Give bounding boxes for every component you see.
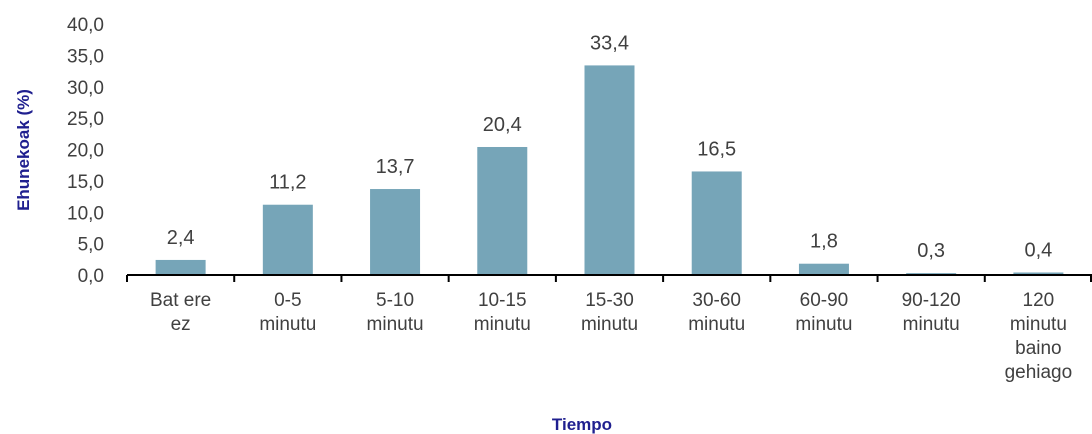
- y-tick-label: 20,0: [67, 141, 104, 162]
- bar: [584, 65, 635, 275]
- bar: [370, 189, 421, 275]
- data-label: 11,2: [269, 172, 306, 194]
- data-label: 0,3: [917, 240, 945, 262]
- data-label: 20,4: [483, 114, 522, 136]
- bar: [155, 259, 206, 275]
- y-tick-label: 35,0: [67, 46, 104, 67]
- category-label: 15-30 minutu: [581, 290, 638, 335]
- bar: [477, 146, 528, 275]
- y-tick-label: 5,0: [78, 235, 104, 256]
- y-tick-labels: 0,0 5,0 10,0 15,0 20,0 25,0 30,0 35,0 40,0: [67, 15, 104, 287]
- y-tick-label: 40,0: [67, 15, 104, 36]
- data-label: 13,7: [376, 156, 415, 178]
- bar: [262, 204, 313, 275]
- x-axis-ticks: [126, 275, 1092, 282]
- y-tick-label: 15,0: [67, 172, 104, 193]
- bars: [155, 65, 1064, 275]
- category-label: 5-10 minutu: [367, 290, 424, 335]
- category-label: 30-60 minutu: [688, 290, 745, 335]
- category-label: 10-15 minutu: [474, 290, 531, 335]
- data-label: 16,5: [697, 138, 736, 160]
- data-label: 0,4: [1024, 239, 1052, 261]
- category-label: 120 minutu baino gehiago: [1005, 290, 1073, 383]
- category-label: 90-120 minutu: [902, 290, 961, 335]
- y-tick-label: 25,0: [67, 109, 104, 130]
- category-label: Bat ere ez: [150, 290, 211, 335]
- category-labels: Bat ere ez 0-5 minutu 5-10 minutu 10-15 minutu 1…: [150, 290, 1072, 383]
- y-tick-label: 30,0: [67, 78, 104, 99]
- data-label: 2,4: [167, 227, 195, 249]
- category-label: 0-5 minutu: [259, 290, 316, 335]
- data-label: 1,8: [810, 231, 838, 253]
- bar: [1013, 272, 1064, 275]
- data-labels: 2,4 11,2 13,7 20,4 33,4 16,5 1,8 0,3 0,4: [167, 32, 1053, 262]
- y-tick-label: 10,0: [67, 203, 104, 224]
- x-axis-title: Tiempo: [552, 415, 612, 434]
- category-label: 60-90 minutu: [795, 290, 852, 335]
- y-axis-title: Ehunekoak (%): [14, 89, 33, 211]
- bar: [798, 263, 849, 275]
- y-tick-label: 0,0: [78, 266, 104, 287]
- data-label: 33,4: [590, 32, 629, 54]
- bar: [691, 171, 742, 275]
